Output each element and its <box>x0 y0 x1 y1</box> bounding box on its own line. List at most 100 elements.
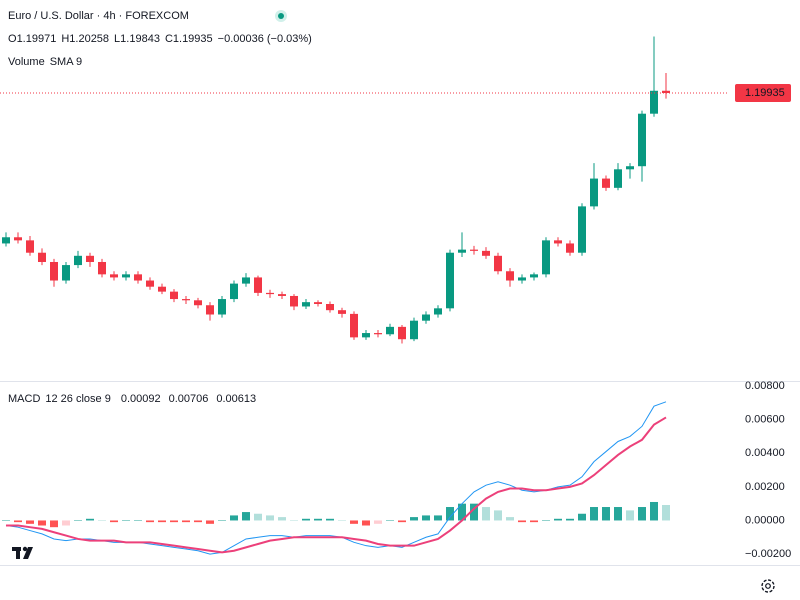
last-price-badge <box>735 83 791 102</box>
candle-body <box>650 90 658 114</box>
candle-body <box>626 166 634 170</box>
candle-body <box>458 249 466 253</box>
candle-body <box>182 299 190 301</box>
macd-histogram-bar <box>470 503 478 521</box>
candle-body <box>326 304 334 311</box>
gear-outline <box>761 579 775 593</box>
macd-histogram-bar <box>2 520 10 521</box>
macd-histogram-bar <box>86 518 94 521</box>
macd-histogram-bar <box>662 505 670 521</box>
macd-histogram-bar <box>482 507 490 521</box>
indicator-params: 12 26 close 9 <box>45 393 110 405</box>
candle-body <box>554 240 562 244</box>
candle-body <box>422 314 430 321</box>
candle-body <box>218 299 226 315</box>
macd-histogram-bar <box>590 507 598 521</box>
candle-body <box>2 237 10 244</box>
candle-body <box>110 274 118 278</box>
macd-histogram-bar <box>422 515 430 521</box>
candle-body <box>362 333 370 338</box>
candle-body <box>278 294 286 296</box>
candle-body <box>170 291 178 300</box>
macd-histogram-bar <box>530 520 538 523</box>
candle-body <box>230 283 238 300</box>
y-tick-label: 0.00000 <box>745 514 785 526</box>
macd-histogram-bar <box>506 517 514 521</box>
candle-body <box>266 292 274 295</box>
market-status-dot <box>278 13 284 19</box>
macd-histogram-bar <box>62 520 70 526</box>
indicator-value: 0.00092 <box>121 393 161 405</box>
macd-histogram-bar <box>218 520 226 521</box>
macd-histogram-bar <box>350 520 358 524</box>
ohlc-value: 1.19935 <box>173 33 213 45</box>
macd-histogram-bar <box>554 518 562 521</box>
gear-hub <box>765 583 771 589</box>
macd-histogram-bar <box>74 520 82 521</box>
candle-body <box>374 333 382 335</box>
indicator-value: 0.00613 <box>216 393 256 405</box>
macd-histogram-bar <box>578 513 586 521</box>
macd-histogram-bar <box>386 520 394 521</box>
macd-histogram-bar <box>542 520 550 521</box>
macd-histogram-bar <box>518 520 526 523</box>
macd-histogram-bar <box>170 520 178 523</box>
candle-body <box>50 261 58 281</box>
macd-histogram-bar <box>410 517 418 521</box>
macd-histogram-bar <box>446 507 454 521</box>
macd-histogram-bar <box>98 520 106 521</box>
candle-body <box>26 240 34 253</box>
last-price-label: 1.19935 <box>745 87 785 99</box>
macd-histogram-bar <box>314 518 322 521</box>
logo-part <box>16 547 20 559</box>
candle-body <box>74 255 82 266</box>
macd-histogram-bar <box>266 515 274 521</box>
candle-body <box>518 277 526 281</box>
macd-histogram-bar <box>14 520 22 523</box>
macd-histogram-bar <box>302 518 310 521</box>
candle-body <box>206 305 214 315</box>
symbol-title: Euro / U.S. Dollar · 4h · FOREXCOM <box>8 10 189 22</box>
macd-line <box>6 416 667 554</box>
macd-histogram-bar <box>398 520 406 523</box>
ohlc-key: O <box>8 33 17 45</box>
macd-histogram-bar <box>638 507 646 521</box>
candle-body <box>566 243 574 253</box>
candle-body <box>410 320 418 340</box>
macd-histogram-bar <box>134 520 142 521</box>
macd-histogram-bar <box>290 520 298 521</box>
candle-body <box>542 240 550 275</box>
macd-histogram-bar <box>326 518 334 521</box>
y-tick-label: −0.00200 <box>745 548 791 560</box>
macd-histogram-bar <box>626 510 634 521</box>
ohlc-key: L <box>114 33 120 45</box>
candle-body <box>86 255 94 262</box>
indicator-value: 0.00706 <box>169 393 209 405</box>
macd-histogram-bar <box>494 510 502 521</box>
ohlc-value: 1.19971 <box>17 33 57 45</box>
settings-icon[interactable] <box>761 579 775 593</box>
ohlc-key: C <box>165 33 173 45</box>
candle-body <box>122 274 130 278</box>
candle-body <box>614 169 622 188</box>
macd-histogram-bar <box>338 520 346 521</box>
candle-body <box>146 280 154 287</box>
candle-body <box>290 295 298 307</box>
candle-body <box>506 271 514 281</box>
y-tick-label: 0.00800 <box>745 380 785 392</box>
candle-body <box>530 274 538 278</box>
candle-body <box>254 277 262 293</box>
ohlc-key: H <box>61 33 69 45</box>
candle-body <box>470 249 478 251</box>
candle-body <box>350 313 358 338</box>
macd-histogram-bar <box>374 520 382 524</box>
macd-histogram-bar <box>362 520 370 526</box>
candle-body <box>302 302 310 307</box>
candle-body <box>602 178 610 188</box>
y-tick-label: 0.00400 <box>745 447 785 459</box>
macd-histogram-bar <box>158 520 166 523</box>
candle-body <box>14 237 22 241</box>
macd-histogram-bar <box>458 503 466 521</box>
